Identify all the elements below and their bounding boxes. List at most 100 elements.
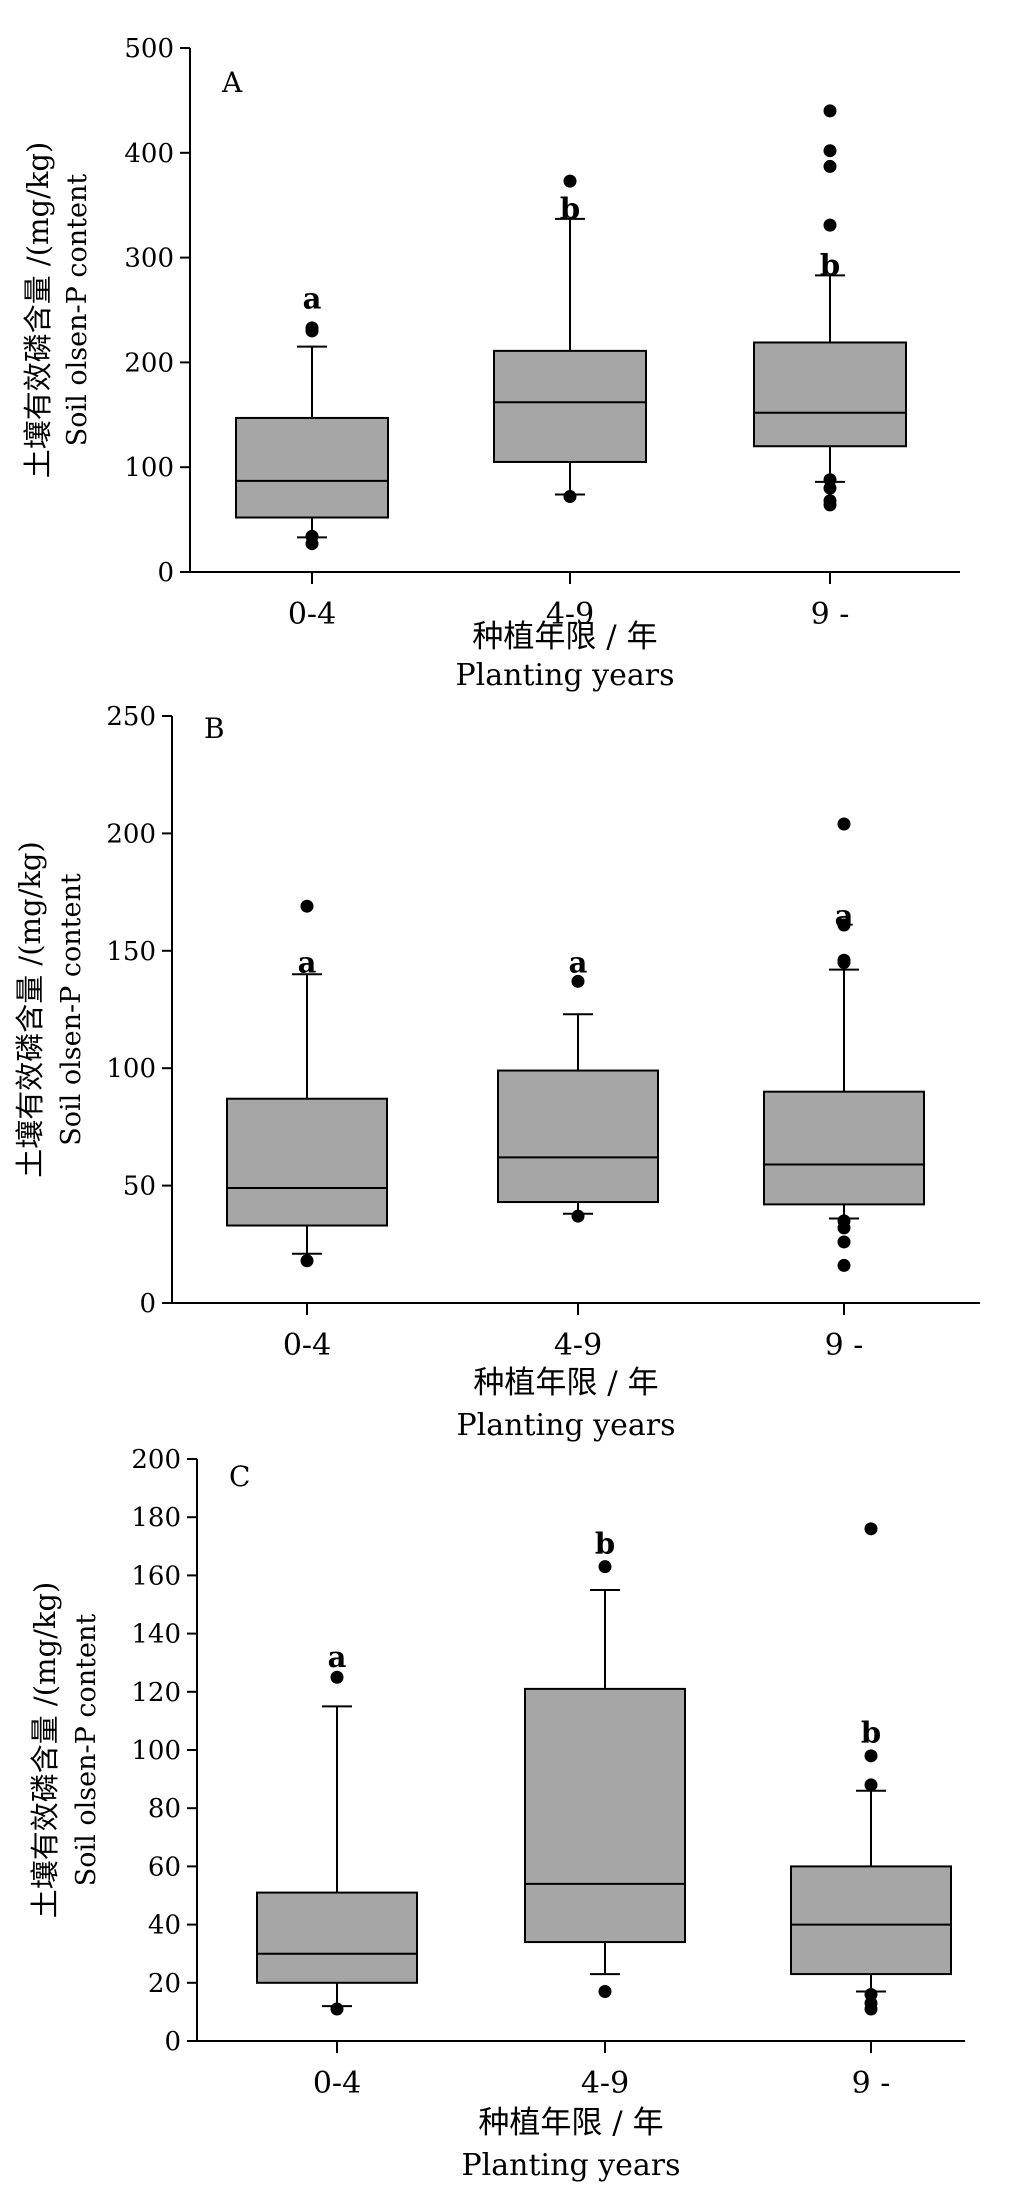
panel-b: 0 50 100 150 200 250 0-4 4-9 9 - a a a B 种植年限 / 年 Plan… — [13, 702, 980, 1443]
significance-letter: a — [835, 899, 854, 933]
x-axis-title-en: Planting years — [461, 2148, 680, 2183]
y-axis-title-cn: 土壤有效磷含量 /(mg/kg) — [13, 841, 47, 1178]
iqr-box — [753, 341, 907, 448]
iqr-box — [256, 1891, 418, 1984]
outlier-point — [864, 1987, 878, 2001]
y-axis-title-en: Soil olsen-P content — [56, 873, 87, 1146]
significance-letter: a — [569, 946, 588, 980]
y-tick-label: 60 — [148, 1852, 181, 1882]
outlier-point — [837, 1235, 851, 1249]
box-0-4: a — [226, 899, 388, 1268]
outlier-point — [823, 494, 837, 508]
outlier-point — [864, 1522, 878, 1536]
outlier-point — [864, 1749, 878, 1763]
x-tick-label: 9 - — [811, 597, 850, 632]
outlier-point — [330, 2002, 344, 2016]
outlier-point — [823, 473, 837, 487]
iqr-box — [226, 1097, 388, 1227]
outlier-point — [571, 974, 585, 988]
significance-letter: a — [298, 946, 317, 980]
iqr-box — [235, 416, 389, 519]
y-tick-label: 250 — [106, 702, 156, 732]
box-0-4: a — [256, 1640, 418, 2016]
panel-c: 0 20 40 60 80 100 120 140 160 180 200 0-4 4-9 9 - a b b C… — [28, 1445, 965, 2183]
panel-a: 0 100 200 300 400 500 0-4 4-9 9 - a b b A 种植年限 / 年Pla… — [21, 34, 960, 693]
outlier-point — [837, 817, 851, 831]
outlier-point — [823, 144, 837, 158]
y-tick-label: 300 — [124, 244, 174, 274]
iqr-box — [790, 1865, 952, 1976]
outlier-point — [305, 321, 319, 335]
iqr-box — [493, 349, 647, 463]
y-tick-label: 200 — [131, 1445, 181, 1475]
y-tick-label: 0 — [164, 2027, 181, 2057]
box-4-9: b — [493, 174, 647, 504]
y-tick-label: 180 — [131, 1503, 181, 1533]
outlier-point — [598, 1985, 612, 1999]
y-tick-label: 0 — [157, 558, 174, 588]
y-tick-label: 120 — [131, 1678, 181, 1708]
iqr-box — [524, 1687, 686, 1944]
y-axis-title-cn: 土壤有效磷含量 /(mg/kg) — [28, 1582, 62, 1919]
significance-letter: a — [303, 281, 322, 315]
outlier-point — [571, 1209, 585, 1223]
y-tick-label: 200 — [124, 348, 174, 378]
box-0-4: a — [235, 281, 389, 551]
box-9 -: b — [790, 1522, 952, 2016]
x-tick-label: 4-9 — [554, 1328, 602, 1363]
box-4-9: b — [524, 1526, 686, 1999]
y-tick-label: 80 — [148, 1794, 181, 1824]
outlier-point — [598, 1560, 612, 1574]
iqr-box — [763, 1090, 925, 1206]
outlier-point — [300, 1254, 314, 1268]
panel-label: B — [204, 712, 225, 745]
panel-label: A — [221, 66, 243, 99]
box-4-9: a — [497, 946, 659, 1223]
outlier-point — [837, 1214, 851, 1228]
box-9 -: b — [753, 104, 907, 512]
y-tick-label: 160 — [131, 1561, 181, 1591]
iqr-box — [497, 1069, 659, 1204]
x-tick-label: 4-9 — [546, 597, 594, 632]
outlier-point — [305, 529, 319, 543]
y-tick-label: 100 — [106, 1054, 156, 1084]
x-tick-label: 0-4 — [283, 1328, 331, 1363]
y-tick-label: 50 — [123, 1172, 156, 1202]
y-tick-label: 140 — [131, 1620, 181, 1650]
y-axis-title-cn: 土壤有效磷含量 /(mg/kg) — [21, 142, 55, 479]
y-tick-label: 100 — [124, 453, 174, 483]
outlier-point — [823, 104, 837, 118]
x-tick-label: 4-9 — [581, 2066, 629, 2101]
y-tick-label: 40 — [148, 1911, 181, 1941]
significance-letter: b — [560, 191, 580, 225]
significance-letter: a — [328, 1640, 347, 1674]
outlier-point — [300, 899, 314, 913]
y-tick-label: 200 — [106, 819, 156, 849]
outlier-point — [330, 1670, 344, 1684]
y-tick-label: 100 — [131, 1736, 181, 1766]
x-axis-title-cn: 种植年限 / 年 — [472, 619, 657, 655]
x-axis-title-cn: 种植年限 / 年 — [473, 1365, 658, 1401]
outlier-point — [563, 490, 577, 504]
x-tick-label: 0-4 — [313, 2066, 361, 2101]
y-tick-label: 400 — [124, 139, 174, 169]
x-tick-label: 9 - — [825, 1328, 864, 1363]
outlier-point — [823, 218, 837, 232]
outlier-point — [563, 174, 577, 188]
x-axis-title-en: Planting years — [456, 1408, 675, 1443]
outlier-point — [864, 1778, 878, 1792]
x-tick-label: 9 - — [852, 2066, 891, 2101]
panel-label: C — [229, 1460, 250, 1493]
outlier-point — [837, 1258, 851, 1272]
significance-letter: b — [820, 248, 840, 282]
box-9 -: a — [763, 817, 925, 1272]
y-tick-label: 500 — [124, 34, 174, 64]
y-axis-title-en: Soil olsen-P content — [62, 174, 93, 447]
y-tick-label: 0 — [139, 1289, 156, 1319]
y-tick-label: 150 — [106, 937, 156, 967]
outlier-point — [837, 918, 851, 932]
x-axis-title-cn: 种植年限 / 年 — [478, 2105, 663, 2141]
x-axis-title-en: Planting years — [455, 658, 674, 693]
